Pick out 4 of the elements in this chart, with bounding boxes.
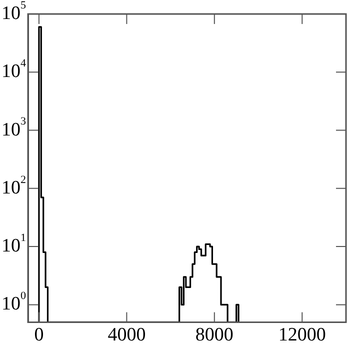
x-tick-label: 4000 (108, 324, 146, 346)
x-tick-label: 0 (34, 324, 44, 346)
x-tick-label: 12000 (278, 324, 326, 346)
x-tick-label: 8000 (195, 324, 234, 346)
